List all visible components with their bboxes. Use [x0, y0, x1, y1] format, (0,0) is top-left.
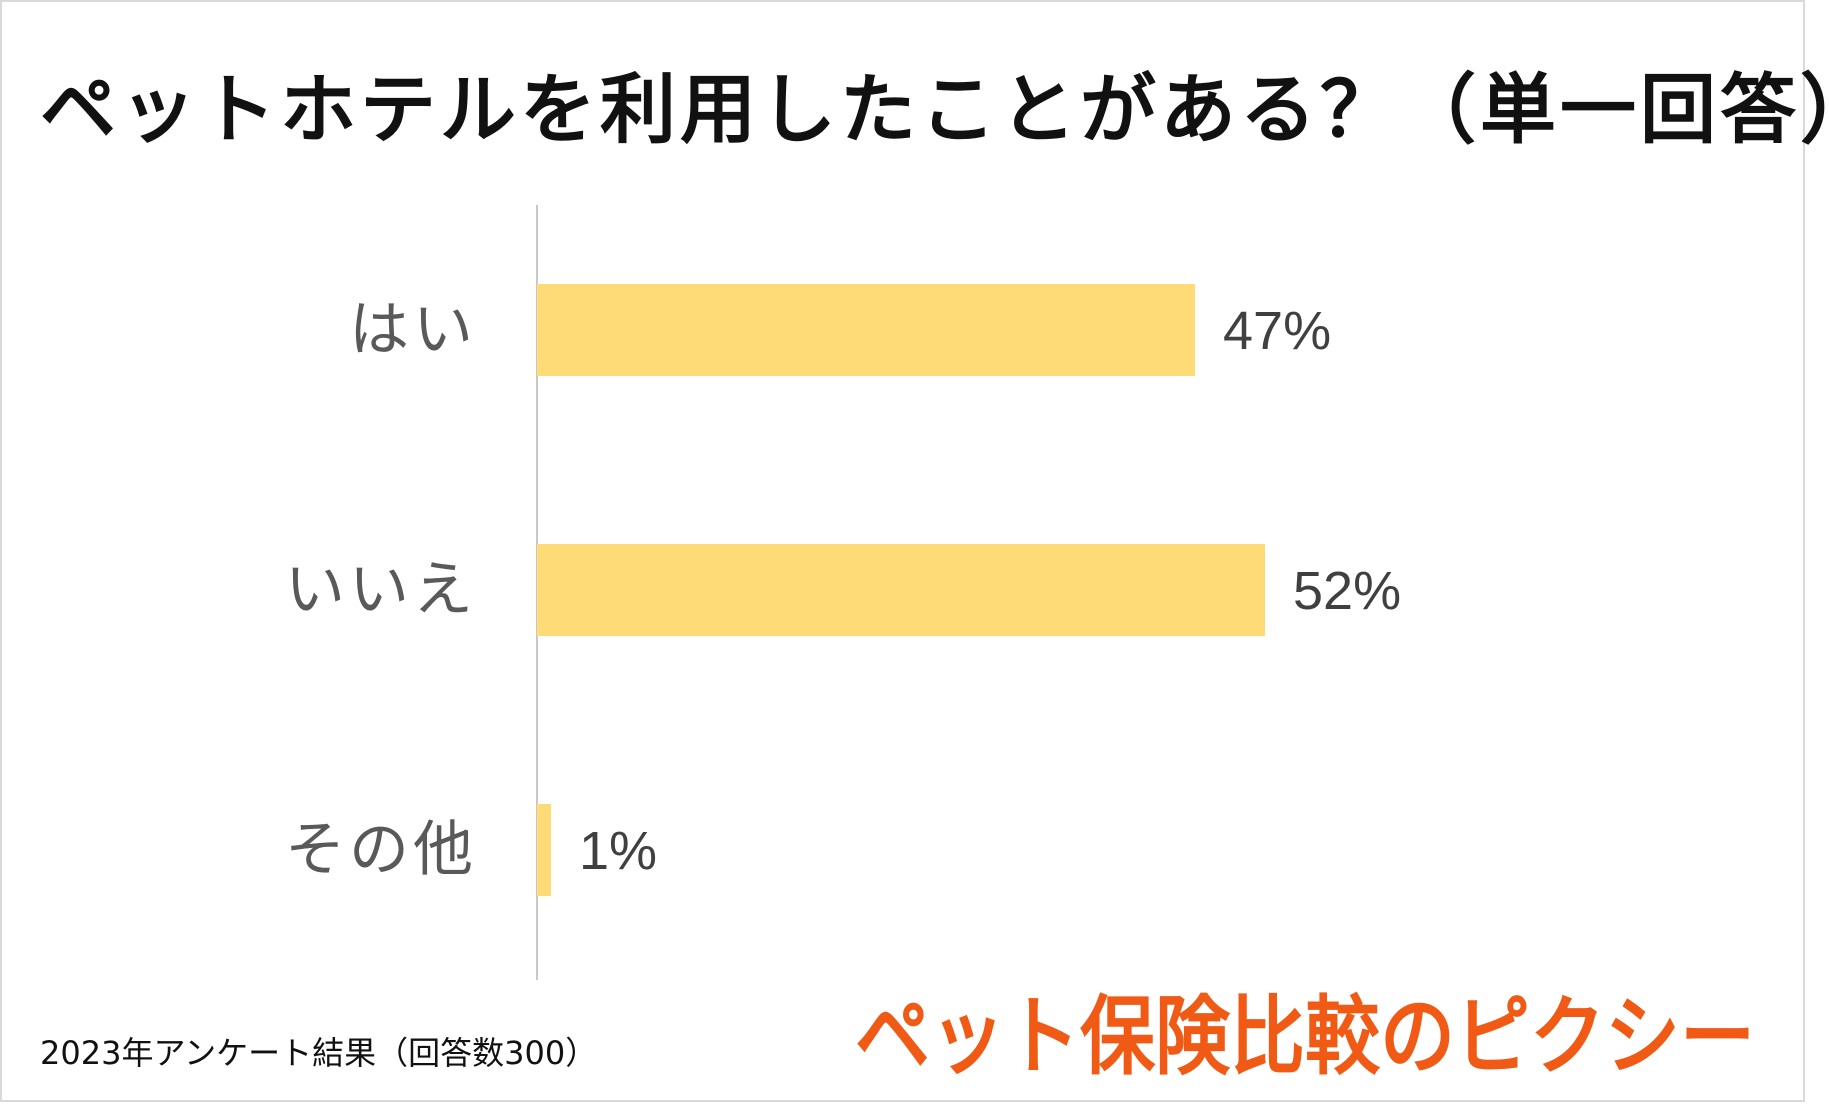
bar-0 — [537, 284, 1195, 376]
survey-footnote: 2023年アンケート結果（回答数300） — [40, 1034, 598, 1072]
value-label-1: 52% — [1293, 561, 1401, 621]
brand-logo: ペット保険比較のピクシー — [855, 987, 1755, 1087]
bar-2 — [537, 804, 551, 896]
category-label-2: その他 — [285, 815, 477, 885]
value-label-2: 1% — [579, 821, 657, 881]
chart-title: ペットホテルを利用したことがある？（単一回答） — [40, 65, 1829, 154]
bar-chart: はい 47% いいえ 52% その他 1% — [285, 205, 1401, 980]
category-label-1: いいえ — [285, 555, 477, 625]
category-label-0: はい — [349, 295, 477, 365]
value-label-0: 47% — [1223, 301, 1331, 361]
brand-logo-text: ペット保険比較のピクシー — [855, 987, 1755, 1087]
bar-1 — [537, 544, 1265, 636]
